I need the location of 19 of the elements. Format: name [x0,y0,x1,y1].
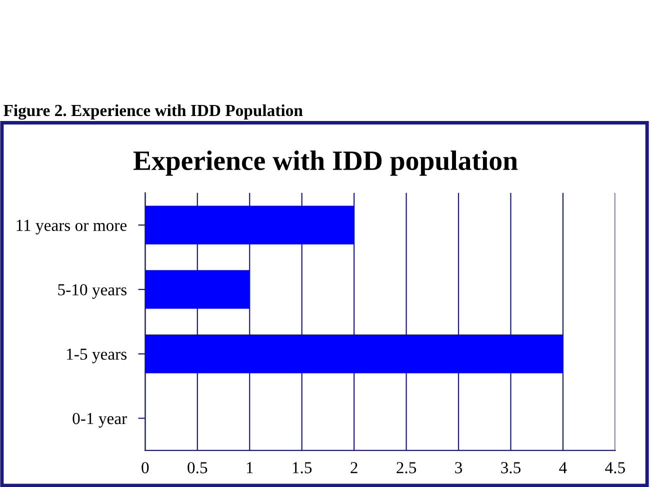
x-tick-label: 1 [246,462,253,474]
x-tick-label: 0 [142,462,149,474]
caption: Figure 2. Experience with IDD Population [4,104,303,120]
bar [145,206,354,244]
chart-title: Experience with IDD population [133,150,518,176]
x-tick-label: 0.5 [188,462,208,474]
x-tick-label: 2 [350,462,358,474]
bar [145,334,563,374]
x-tick-label: 4 [559,462,567,474]
y-tick-label: 11 years or more [16,220,127,234]
bar [145,270,250,309]
y-tick-label: 5-10 years [58,284,127,299]
x-tick-label: 4.5 [605,462,625,474]
x-tick-label: 1.5 [292,462,312,474]
x-tick-label: 2.5 [396,462,416,474]
y-tick-label: 1-5 years [67,348,127,364]
x-tick-label: 3 [455,462,462,474]
y-tick-label: 0-1 year [72,412,127,428]
x-tick-label: 3.5 [501,462,521,474]
